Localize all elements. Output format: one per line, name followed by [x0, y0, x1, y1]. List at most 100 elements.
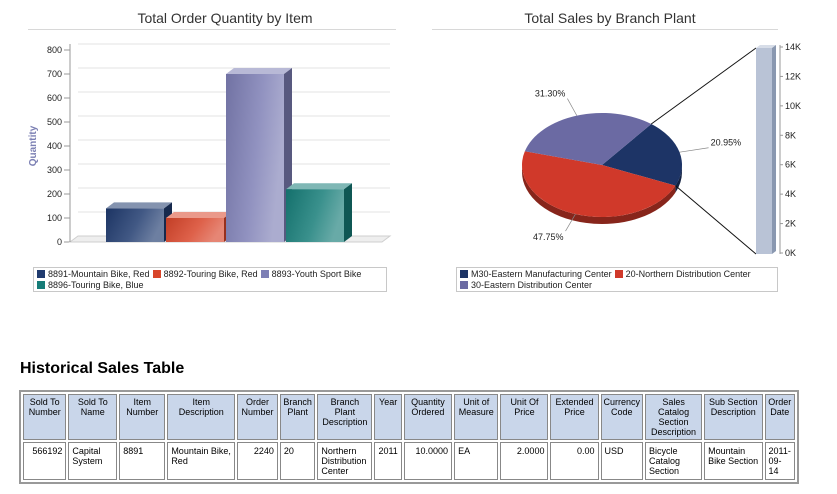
- explode-line-bottom: [675, 185, 757, 255]
- legend-label: 20-Northern Distribution Center: [625, 269, 751, 279]
- table-cell: 2011-09-14: [764, 442, 795, 480]
- column-header: Sub Section Description: [704, 394, 763, 440]
- legend-swatch: [614, 270, 623, 278]
- side-axis-label: 10K: [785, 101, 801, 111]
- bar-chart-title: Total Order Quantity by Item: [137, 10, 313, 26]
- legend-label: M30-Eastern Manufacturing Center: [471, 269, 612, 279]
- pie-percent-label: 47.75%: [533, 232, 564, 242]
- pie-slice: [524, 113, 652, 165]
- pie-chart: 20.95% 47.75% 31.30% 0K 2K 4K 6K 8K 10K 12K 14K: [522, 42, 801, 258]
- y-tick-label: 300: [47, 165, 62, 175]
- legend-swatch: [260, 270, 269, 278]
- column-header: Sold To Name: [68, 394, 118, 440]
- legend-item-8896: 8896-Touring Bike, Blue: [37, 280, 144, 291]
- column-header: Branch Plant: [279, 394, 316, 440]
- legend-label: 8891-Mountain Bike, Red: [48, 269, 150, 279]
- bar-top: [106, 202, 172, 209]
- historical-sales-table: Sold To Number Sold To Name Item Number Ite…: [19, 390, 799, 484]
- legend-item-8892: 8892-Touring Bike, Red: [152, 269, 258, 280]
- side-bar-side: [772, 45, 776, 254]
- pie-chart-title: Total Sales by Branch Plant: [524, 10, 696, 26]
- column-header: Currency Code: [600, 394, 644, 440]
- legend-item-m30: M30-Eastern Manufacturing Center: [460, 269, 612, 280]
- table-cell: 0.00: [550, 442, 599, 480]
- bar-8896: [286, 189, 344, 242]
- column-header: Order Number: [237, 394, 278, 440]
- pie-chart-legend: M30-Eastern Manufacturing Center 20-North…: [456, 267, 778, 292]
- table-cell: Northern Distribution Center: [317, 442, 373, 480]
- table-section-title: Historical Sales Table: [20, 360, 185, 377]
- side-axis-label: 0K: [785, 248, 796, 258]
- side-axis-label: 6K: [785, 160, 796, 170]
- y-tick-label: 0: [57, 237, 62, 247]
- side-axis-label: 12K: [785, 71, 801, 81]
- column-header: Year: [374, 394, 402, 440]
- bar-8891: [106, 208, 164, 242]
- table-cell: 2.0000: [500, 442, 549, 480]
- pie-slice: [602, 124, 682, 186]
- column-header: Order Date: [764, 394, 795, 440]
- y-tick-label: 400: [47, 141, 62, 151]
- table-cell: EA: [454, 442, 499, 480]
- table-cell: 8891: [119, 442, 166, 480]
- table-cell: Bicycle Catalog Section: [645, 442, 703, 480]
- side-bar-top: [756, 45, 776, 48]
- pie-label-leader: [567, 98, 578, 116]
- legend-swatch: [460, 281, 468, 289]
- y-tick-label: 700: [47, 69, 62, 79]
- side-axis-label: 2K: [785, 219, 796, 229]
- bar-chart-legend: 8891-Mountain Bike, Red 8892-Touring Bike…: [33, 267, 387, 292]
- y-tick-label: 200: [47, 189, 62, 199]
- pie-percent-label: 31.30%: [535, 89, 566, 99]
- column-header: Sold To Number: [23, 394, 67, 440]
- table-cell: 20: [279, 442, 316, 480]
- pie-label-leader: [679, 147, 709, 153]
- bar-8893: [226, 74, 284, 242]
- table-cell: Mountain Bike Section: [704, 442, 763, 480]
- y-axis-label: Quantity: [28, 125, 39, 166]
- table-cell: USD: [600, 442, 644, 480]
- y-tick-label: 800: [47, 45, 62, 55]
- column-header: Extended Price: [550, 394, 599, 440]
- legend-label: 30-Eastern Distribution Center: [471, 280, 593, 290]
- bar-top: [166, 212, 232, 218]
- column-header: Branch Plant Description: [317, 394, 373, 440]
- bar-side: [344, 183, 352, 242]
- column-header: Item Description: [167, 394, 236, 440]
- side-axis-label: 14K: [785, 42, 801, 52]
- y-tick-label: 100: [47, 213, 62, 223]
- table-cell: Mountain Bike, Red: [167, 442, 236, 480]
- pie-slice: [522, 151, 676, 217]
- bar-chart-title-rule: [28, 29, 396, 30]
- column-header: Unit of Measure: [454, 394, 499, 440]
- bar-top: [286, 183, 352, 190]
- legend-swatch: [460, 270, 468, 278]
- explode-line-top: [650, 47, 757, 125]
- side-axis-label: 4K: [785, 189, 796, 199]
- column-header: Item Number: [119, 394, 166, 440]
- bar-8892: [166, 218, 224, 242]
- legend-item-30: 30-Eastern Distribution Center: [460, 280, 592, 291]
- legend-label: 8893-Youth Sport Bike: [271, 269, 362, 279]
- legend-swatch: [37, 281, 45, 289]
- column-header: Sales Catalog Section Description: [645, 394, 703, 440]
- y-tick-label: 500: [47, 117, 62, 127]
- legend-item-8893: 8893-Youth Sport Bike: [260, 269, 362, 280]
- legend-item-20: 20-Northern Distribution Center: [614, 269, 751, 280]
- side-axis-label: 8K: [785, 130, 796, 140]
- legend-label: 8896-Touring Bike, Blue: [48, 280, 144, 290]
- legend-item-8891: 8891-Mountain Bike, Red: [37, 269, 150, 280]
- pie-label-leader: [565, 213, 576, 232]
- legend-swatch: [152, 270, 161, 278]
- column-header: Quantity Ordered: [403, 394, 453, 440]
- legend-label: 8892-Touring Bike, Red: [163, 269, 258, 279]
- pie-chart-title-rule: [432, 29, 778, 30]
- table-cell: 2240: [237, 442, 278, 480]
- column-header: Unit Of Price: [500, 394, 549, 440]
- pie-slice-depth: [675, 165, 682, 193]
- pie-percent-label: 20.95%: [711, 138, 742, 148]
- bar-chart: 0 100 200 300 400 500 600 700 800 Quantity: [28, 43, 392, 247]
- table-row: 566192 Capital System 8891 Mountain Bike, R…: [23, 442, 795, 480]
- side-bar: [756, 48, 772, 254]
- table-cell: 566192: [23, 442, 67, 480]
